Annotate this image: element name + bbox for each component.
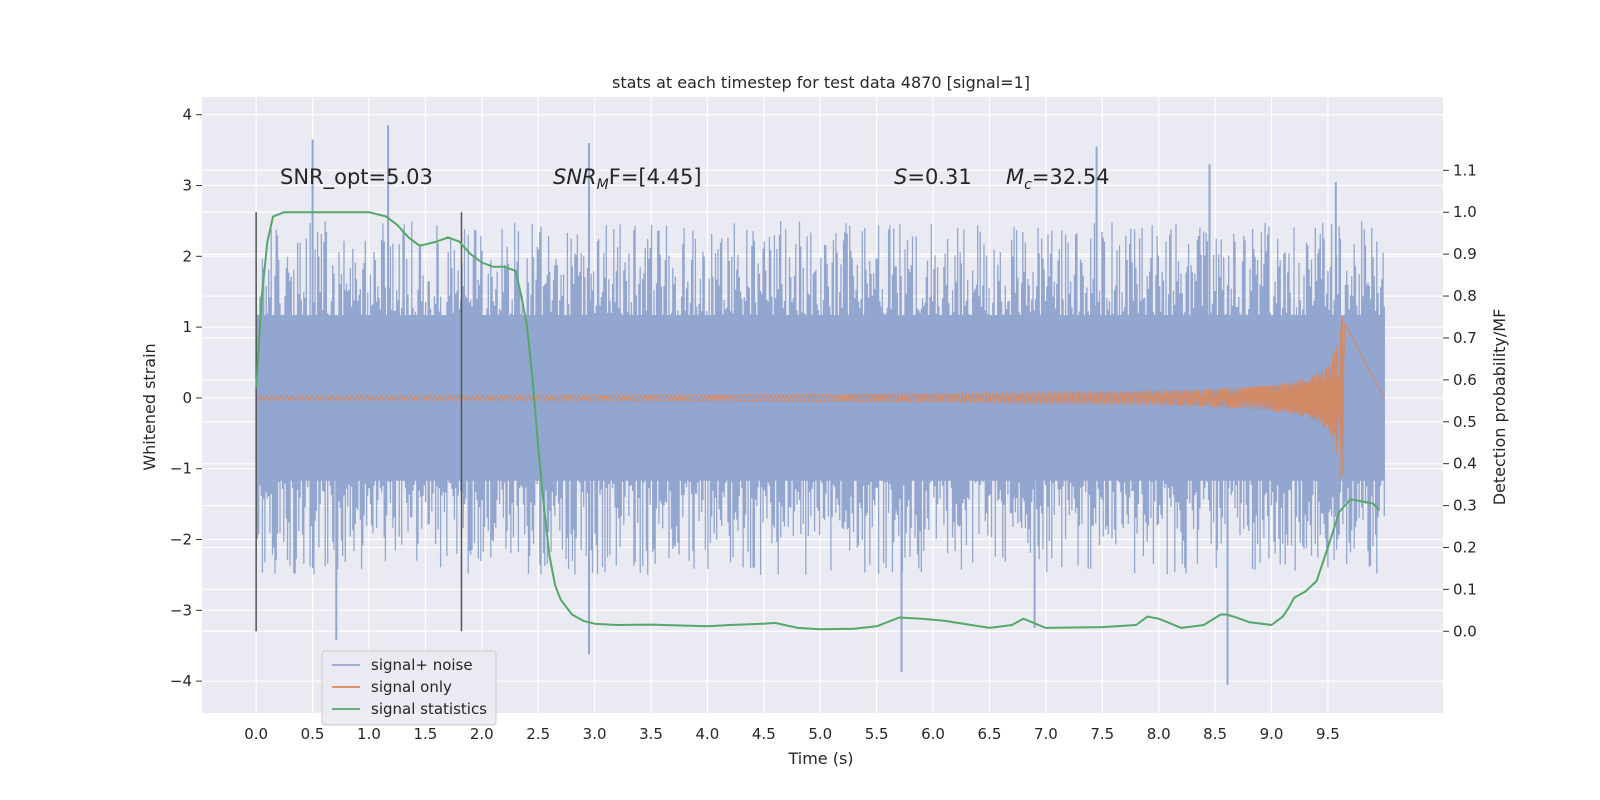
x-tick-label-18: 9.0 <box>1260 725 1284 743</box>
chart-title: stats at each timestep for test data 487… <box>612 73 1030 92</box>
legend-label-signal: signal only <box>371 678 452 696</box>
y-right-tick-label-4: 0.4 <box>1453 455 1477 473</box>
annotation-snr-mf-value: F=[4.45] <box>609 165 702 189</box>
x-tick-label-15: 7.5 <box>1090 725 1114 743</box>
y-axis-label-right: Detection probability/MF <box>1490 309 1509 506</box>
x-tick-label-14: 7.0 <box>1034 725 1058 743</box>
annotation-mc: Mc=32.54 <box>1006 165 1110 193</box>
y-right-tick-label-7: 0.7 <box>1453 329 1477 347</box>
legend: signal+ noise signal only signal statist… <box>321 650 497 726</box>
x-tick-label-1: 0.5 <box>301 725 325 743</box>
y-right-tick-label-11: 1.1 <box>1453 161 1477 179</box>
y-left-tick-label-8: 4 <box>182 106 192 124</box>
x-tick-label-3: 1.5 <box>413 725 437 743</box>
x-tick-label-17: 8.5 <box>1203 725 1227 743</box>
stats-line <box>255 211 1380 631</box>
annotation-snr-mf: SNRMF=[4.45] <box>553 165 702 193</box>
x-tick-label-7: 3.5 <box>639 725 663 743</box>
x-tick-label-6: 3.0 <box>583 725 607 743</box>
annotation-s-main: S <box>894 165 907 189</box>
y-left-tick-label-3: −1 <box>170 460 192 478</box>
legend-label-noise: signal+ noise <box>371 656 473 674</box>
x-tick-label-0: 0.0 <box>244 725 268 743</box>
y-right-tick-label-1: 0.1 <box>1453 580 1477 598</box>
x-tick-label-13: 6.5 <box>978 725 1002 743</box>
y-left-tick-label-6: 2 <box>182 247 192 265</box>
y-right-tick-label-8: 0.8 <box>1453 287 1477 305</box>
x-tick-label-19: 9.5 <box>1316 725 1340 743</box>
x-tick-label-5: 2.5 <box>526 725 550 743</box>
y-left-tick-label-4: 0 <box>182 389 192 407</box>
stats-series <box>255 211 1380 631</box>
annotation-snr-opt: SNR_opt=5.03 <box>280 165 433 190</box>
y-left-tick-label-2: −2 <box>170 531 192 549</box>
y-axis-label-left: Whitened strain <box>140 343 159 470</box>
y-right-tick-label-6: 0.6 <box>1453 371 1477 389</box>
x-tick-label-10: 5.0 <box>808 725 832 743</box>
x-tick-label-12: 6.0 <box>921 725 945 743</box>
annotation-snr-mf-sub: M <box>597 177 609 193</box>
y-right-tick-label-9: 0.9 <box>1453 245 1477 263</box>
signal-series <box>255 316 1385 479</box>
vertical-markers <box>255 212 463 632</box>
ticks: 0.0 0.5 1.0 1.5 2.0 2.5 3.0 3.5 4.0 4.5 5.0 5.5 6.0 6… <box>170 106 1477 743</box>
x-tick-label-16: 8.0 <box>1147 725 1171 743</box>
legend-box <box>321 650 497 726</box>
y-right-tick-label-5: 0.5 <box>1453 413 1477 431</box>
y-right-tick-label-10: 1.0 <box>1453 203 1477 221</box>
x-tick-label-2: 1.0 <box>357 725 381 743</box>
x-axis-label: Time (s) <box>787 749 853 768</box>
y-right-tick-label-0: 0.0 <box>1453 622 1477 640</box>
annotation-s: S=0.31 <box>894 165 972 189</box>
legend-label-stats: signal statistics <box>371 700 487 718</box>
annotation-s-value: =0.31 <box>907 165 971 189</box>
annotation-snr-mf-main: SNR <box>553 165 597 189</box>
x-tick-label-9: 4.5 <box>752 725 776 743</box>
annotation-mc-value: =32.54 <box>1032 165 1110 189</box>
x-tick-label-11: 5.5 <box>865 725 889 743</box>
noise-peaks <box>311 125 1337 685</box>
signal-trace <box>255 316 1385 479</box>
y-right-tick-label-3: 0.3 <box>1453 497 1477 515</box>
y-right-tick-label-2: 0.2 <box>1453 538 1477 556</box>
y-left-tick-label-1: −3 <box>170 601 192 619</box>
annotation-mc-main: M <box>1006 165 1024 189</box>
y-left-tick-label-0: −4 <box>170 672 192 690</box>
x-tick-label-4: 2.0 <box>470 725 494 743</box>
y-left-tick-label-5: 1 <box>182 318 192 336</box>
y-left-tick-label-7: 3 <box>182 177 192 195</box>
annotation-mc-sub: c <box>1024 177 1032 193</box>
x-tick-label-8: 4.0 <box>695 725 719 743</box>
